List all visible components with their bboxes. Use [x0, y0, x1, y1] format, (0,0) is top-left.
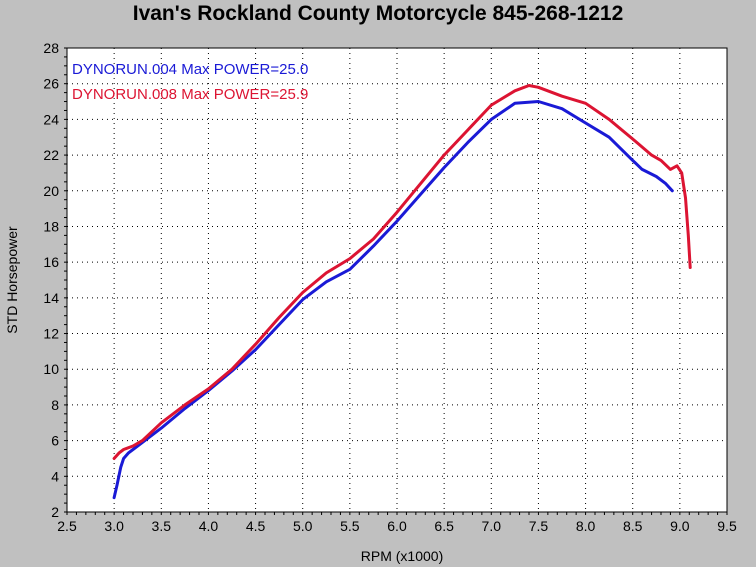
y-tick-label: 28 — [43, 40, 59, 56]
y-tick-label: 18 — [43, 218, 59, 234]
x-tick-label: 9.0 — [670, 518, 690, 534]
x-tick-label: 8.0 — [576, 518, 596, 534]
x-tick-label: 7.0 — [482, 518, 502, 534]
y-tick-label: 10 — [43, 361, 59, 377]
x-axis-label: RPM (x1000) — [361, 548, 443, 564]
legend-entry-2: DYNORUN.008 Max POWER=25.9 — [72, 86, 308, 103]
x-tick-label: 2.5 — [57, 518, 77, 534]
y-tick-label: 2 — [51, 504, 59, 520]
plot-area — [67, 48, 727, 512]
x-tick-label: 4.0 — [199, 518, 219, 534]
y-tick-label: 24 — [43, 111, 59, 127]
y-tick-label: 14 — [43, 290, 59, 306]
y-tick-label: 8 — [51, 397, 59, 413]
x-tick-label: 6.0 — [387, 518, 407, 534]
y-tick-label: 6 — [51, 433, 59, 449]
y-axis-label: STD Horsepower — [4, 226, 20, 334]
y-tick-label: 4 — [51, 468, 59, 484]
x-tick-label: 5.5 — [340, 518, 360, 534]
y-tick-label: 20 — [43, 183, 59, 199]
x-tick-label: 3.0 — [104, 518, 124, 534]
chart-title: Ivan's Rockland County Motorcycle 845-26… — [132, 2, 624, 25]
legend-entry-1: DYNORUN.004 Max POWER=25.0 — [72, 61, 308, 78]
series-line-1 — [112, 100, 674, 500]
y-tick-label: 26 — [43, 76, 59, 92]
y-tick-label: 16 — [43, 254, 59, 270]
x-tick-label: 8.5 — [623, 518, 643, 534]
x-tick-label: 6.5 — [434, 518, 454, 534]
y-tick-label: 12 — [43, 326, 59, 342]
y-tick-label: 22 — [43, 147, 59, 163]
x-tick-label: 4.5 — [246, 518, 266, 534]
x-tick-label: 5.0 — [293, 518, 313, 534]
x-tick-label: 3.5 — [152, 518, 172, 534]
series-line-2 — [112, 84, 692, 460]
x-tick-label: 7.5 — [529, 518, 549, 534]
x-tick-label: 9.5 — [717, 518, 737, 534]
